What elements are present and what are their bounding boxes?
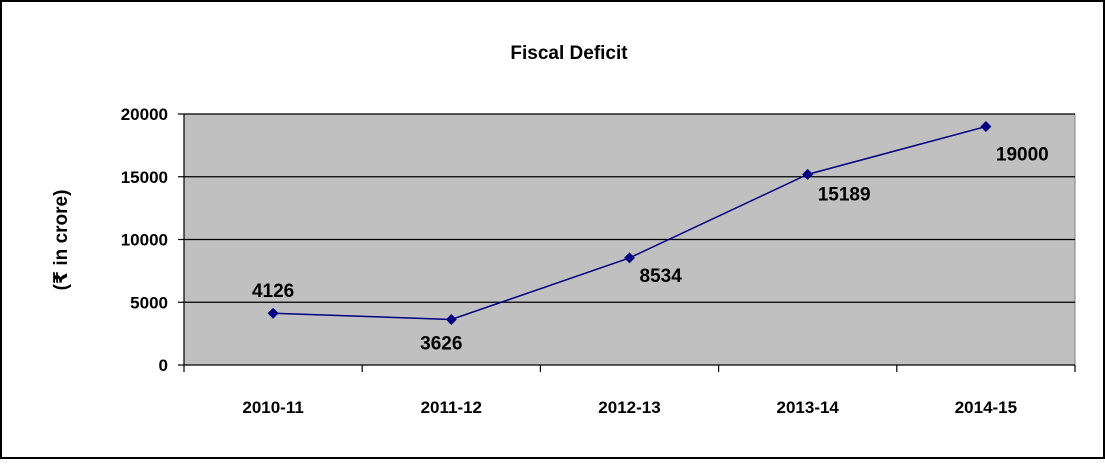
data-point-marker — [802, 168, 814, 180]
y-tick-label: 5000 — [130, 293, 168, 312]
y-tick-label: 20000 — [121, 105, 168, 124]
data-label: 3626 — [420, 333, 462, 354]
x-tick-label: 2010-11 — [242, 398, 303, 417]
x-tick-label: 2012-13 — [598, 398, 660, 417]
plot-area: 0 5000 10000 15000 20000 2010-11 2011-12 2012-1… — [121, 105, 1076, 417]
data-point-marker — [267, 307, 279, 319]
x-tick-label: 2011-12 — [421, 398, 482, 417]
y-tick-label: 0 — [159, 356, 168, 375]
data-point-marker — [445, 313, 457, 325]
y-tick-label: 15000 — [121, 168, 168, 187]
x-tick-label: 2013-14 — [777, 398, 840, 417]
data-label: 19000 — [996, 145, 1049, 166]
data-point-marker — [980, 121, 992, 133]
x-tick-label: 2014-15 — [955, 398, 1017, 417]
data-point-marker — [624, 252, 635, 264]
chart-title: Fiscal Deficit — [510, 43, 628, 64]
data-label: 4126 — [252, 281, 294, 302]
data-label: 8534 — [640, 266, 683, 287]
y-axis-label: (₹ in crore) — [51, 190, 72, 291]
y-tick-label: 10000 — [121, 231, 168, 250]
data-label: 15189 — [818, 184, 871, 205]
